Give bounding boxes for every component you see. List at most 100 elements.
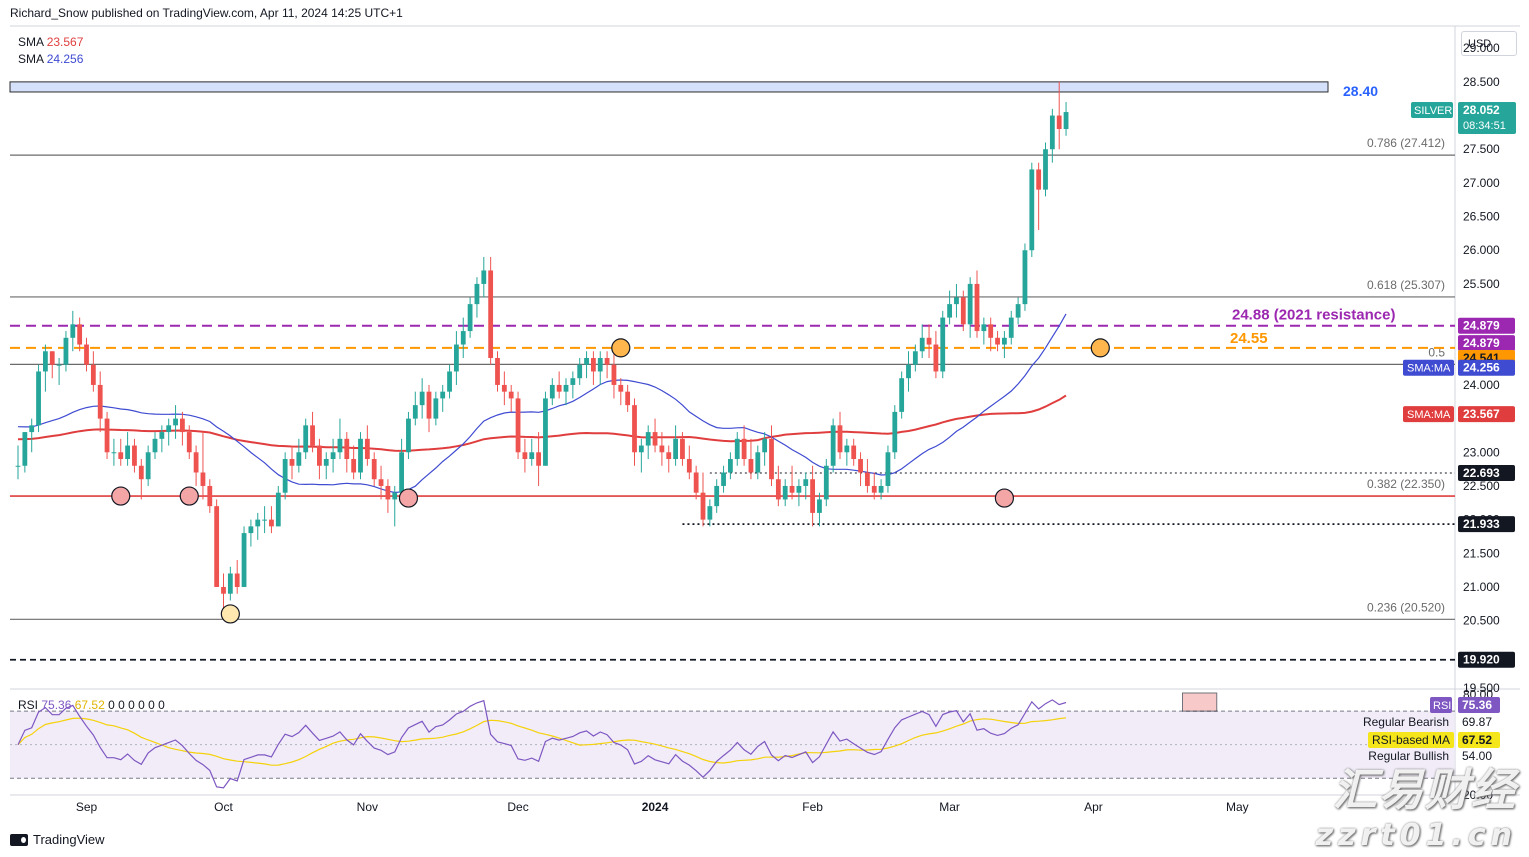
candle-body: [207, 485, 213, 507]
candle-body: [269, 519, 274, 527]
price-tag: [1458, 516, 1515, 533]
legend-sma-fast-value: 24.256: [46, 52, 84, 66]
legend-sma-slow: SMA 23.567: [18, 35, 83, 49]
candle-body: [529, 452, 535, 460]
currency-selector[interactable]: USD: [1461, 31, 1517, 56]
candle-body: [604, 358, 610, 365]
x-tick-label: Feb: [802, 800, 823, 814]
candle-body: [371, 459, 377, 480]
rsi-bullish-value: 54.00: [1462, 749, 1492, 763]
candle-body: [36, 371, 41, 426]
candle-body: [467, 304, 473, 332]
candle-body: [310, 425, 315, 446]
candle-body: [77, 324, 83, 345]
candle-body: [577, 364, 583, 379]
candle-body: [56, 364, 62, 366]
candle-body: [351, 459, 357, 473]
x-tick-label: Apr: [1084, 800, 1103, 814]
rsi-ma-line: [17, 717, 1067, 766]
candle-body: [43, 351, 48, 372]
candle-body: [501, 384, 507, 392]
candle-body: [282, 459, 288, 493]
resistance-zone: [9, 81, 1329, 93]
candle-body: [1015, 304, 1021, 318]
sma-tag-label: SMA:MA: [1407, 363, 1451, 375]
candle-body: [481, 270, 487, 284]
candle-body: [104, 418, 110, 453]
candle-body: [488, 270, 494, 358]
y-tick-label: 21.000: [1463, 580, 1500, 594]
swing-marker: [398, 488, 419, 508]
candle-body: [597, 358, 603, 372]
candle-body: [508, 391, 514, 399]
candle-body: [851, 445, 857, 460]
swing-marker: [179, 486, 199, 506]
legend-sma-fast: SMA 24.256: [18, 52, 83, 66]
candle-body: [214, 506, 220, 587]
sma-slow-line: [17, 394, 1067, 452]
candle-body: [159, 432, 165, 439]
candle-body: [227, 573, 233, 594]
candle-body: [919, 337, 925, 352]
candle-body: [543, 398, 548, 466]
candle-body: [865, 472, 870, 486]
rsi-tick-bottom: 20.00: [1463, 788, 1493, 802]
candle-body: [495, 358, 500, 385]
y-tick-label: 19.500: [1463, 681, 1500, 695]
candle-body: [344, 438, 350, 460]
price-tag: [1458, 406, 1515, 423]
candle-body: [700, 492, 706, 520]
candle-body: [303, 425, 309, 453]
candle-body: [775, 479, 781, 500]
y-tick-label: 26.000: [1463, 243, 1500, 257]
candle-body: [858, 459, 863, 473]
sma-tag: [1403, 406, 1454, 423]
fib-level-label: 0.382 (22.350): [1367, 477, 1445, 491]
candle-body: [796, 485, 802, 493]
rsi-legend: RSI 75.36 67.52 0 0 0 0 0 0: [18, 698, 165, 712]
candle-body: [447, 371, 452, 392]
candle-body: [200, 472, 206, 486]
candle-body: [762, 438, 768, 453]
candle-body: [84, 344, 89, 365]
candle-body: [618, 384, 624, 392]
candle-body: [132, 445, 137, 466]
candle-body: [138, 465, 144, 480]
rsi-tag-label: RSI: [1433, 700, 1451, 712]
last-price-label: 28.052: [1463, 103, 1500, 117]
candle-body: [638, 445, 644, 453]
candle-body: [556, 384, 562, 392]
candle-body: [625, 391, 631, 406]
candle-body: [659, 445, 665, 453]
rsi-bearish-label: Regular Bearish: [1363, 715, 1449, 729]
candle-body: [515, 398, 521, 453]
candle-body: [125, 445, 130, 460]
candle-body: [29, 425, 35, 433]
candle-body: [358, 438, 363, 473]
candle-body: [1036, 169, 1042, 190]
swing-marker: [994, 488, 1015, 508]
candle-body: [1029, 169, 1035, 251]
candle-body: [1002, 337, 1007, 345]
legend-sma-fast-name: SMA: [18, 52, 44, 66]
candle-body: [536, 452, 541, 466]
candle-body: [844, 445, 850, 453]
candle-body: [741, 438, 747, 460]
price-tag-label: 22.693: [1463, 466, 1500, 480]
candle-body: [1063, 112, 1069, 130]
rsi-ma-tag: [1368, 732, 1454, 748]
candle-body: [70, 324, 76, 338]
price-tag: [1458, 359, 1515, 376]
y-tick-label: 22.500: [1463, 479, 1500, 493]
sma-fast-line: [17, 313, 1067, 494]
candle-body: [714, 485, 720, 507]
candle-body: [817, 499, 822, 513]
fib-level-label: 0.618 (25.307): [1367, 278, 1445, 292]
candle-body: [960, 297, 966, 325]
candle-body: [940, 317, 946, 372]
y-tick-label: 20.500: [1463, 614, 1500, 628]
rsi-tag: [1430, 697, 1452, 713]
candle-body: [1056, 115, 1062, 130]
y-tick-label: 25.500: [1463, 277, 1500, 291]
